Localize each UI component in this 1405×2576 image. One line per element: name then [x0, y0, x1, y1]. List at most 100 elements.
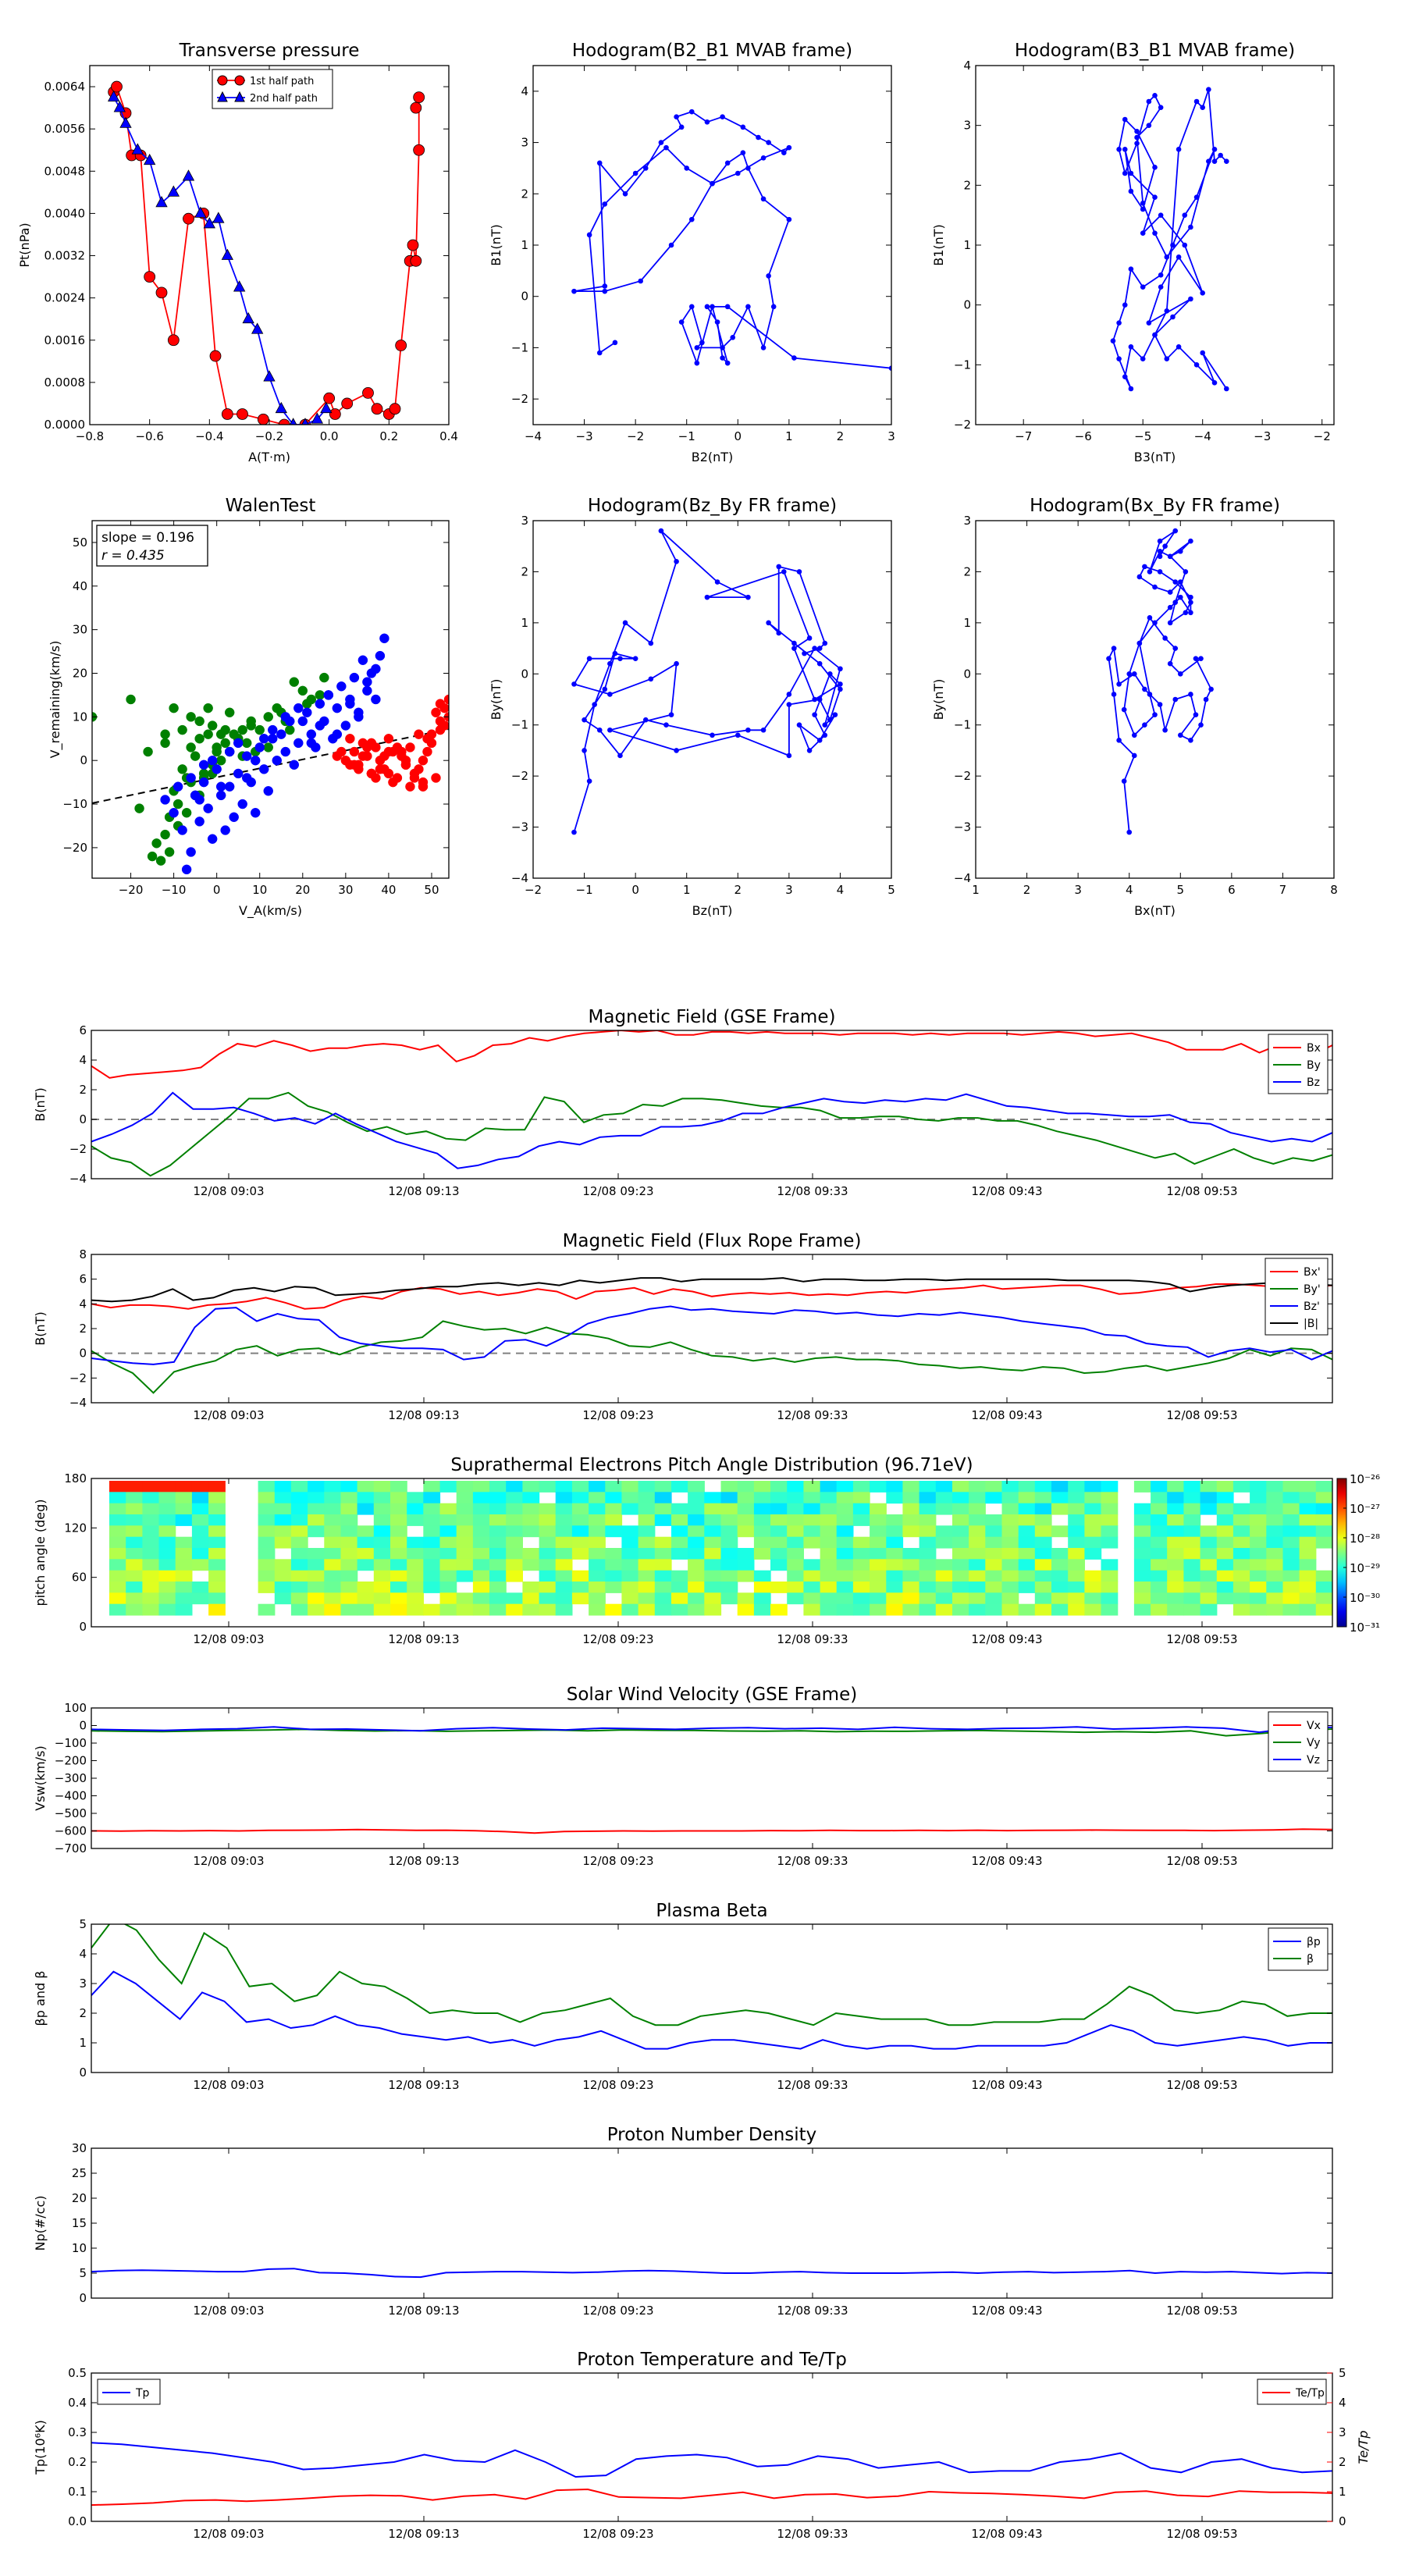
h4-point	[1106, 656, 1112, 661]
pad-cell	[142, 1603, 160, 1616]
h4-point	[1157, 569, 1163, 575]
pad-cell	[605, 1525, 623, 1538]
pad-cell	[1299, 1570, 1317, 1582]
pad-cell	[258, 1582, 276, 1593]
pad-cell	[1282, 1582, 1300, 1593]
pad-cell	[1183, 1592, 1201, 1605]
walen-point	[181, 807, 192, 818]
pad-cell	[605, 1603, 623, 1616]
h3-ytick-label: 3	[521, 514, 528, 528]
walen-point	[177, 764, 187, 774]
h3-point	[781, 569, 787, 575]
pad-cell	[423, 1570, 441, 1582]
walen-point	[203, 703, 213, 713]
pad-colorbar-label: 10⁻²⁹	[1350, 1561, 1380, 1575]
pad-cell	[589, 1570, 606, 1582]
pad-frame	[91, 1478, 1333, 1628]
pad-cell	[109, 1592, 126, 1605]
h3-xtick-label: 5	[887, 883, 895, 897]
pad-cell	[1167, 1492, 1184, 1504]
pad-cell	[852, 1481, 870, 1493]
pad-cell	[373, 1603, 391, 1616]
walen-point	[349, 746, 360, 757]
pad-cell	[456, 1548, 474, 1560]
np-xtick-label: 12/08 09:33	[777, 2304, 848, 2318]
pad-cell	[290, 1582, 308, 1593]
pad-cell	[208, 1592, 226, 1605]
pad-cell	[737, 1514, 755, 1526]
pad-cell	[1001, 1514, 1019, 1526]
pad-cell	[787, 1582, 804, 1593]
pad-cell	[1084, 1503, 1102, 1515]
tp-point	[209, 350, 222, 362]
pad-cell	[688, 1582, 705, 1593]
walen-point	[375, 650, 386, 661]
pad-cell	[886, 1525, 904, 1538]
pad-cell	[109, 1582, 126, 1593]
mag_gse-series-line	[91, 1091, 1332, 1169]
pad-cell	[1232, 1570, 1250, 1582]
pad-cell	[589, 1525, 606, 1538]
pad-cell	[969, 1570, 986, 1582]
pad-cell	[439, 1536, 457, 1549]
pad-cell	[886, 1603, 904, 1616]
pad-cell	[208, 1582, 226, 1593]
np-ylabel: Np(#/cc)	[33, 2196, 48, 2251]
pad-cell	[886, 1536, 904, 1549]
np-ytick-label: 30	[72, 2141, 87, 2155]
mag_gse-ytick-label: 6	[79, 1023, 87, 1037]
tp-legend-marker	[217, 91, 228, 102]
pad-cell	[1101, 1525, 1119, 1538]
h2-point	[1211, 380, 1218, 386]
pad-cell	[770, 1603, 788, 1616]
h4-point	[1177, 732, 1183, 738]
pad-cell	[1133, 1536, 1151, 1549]
pad-cell	[357, 1548, 375, 1560]
pad-cell	[1051, 1525, 1069, 1538]
pad-cell	[1200, 1559, 1218, 1571]
h1-title: Hodogram(B2_B1 MVAB frame)	[572, 41, 852, 61]
pad-cell	[258, 1525, 276, 1538]
pad-cell	[175, 1481, 193, 1493]
tp-point	[167, 334, 180, 347]
pad-cell	[324, 1525, 342, 1538]
tp_temp-xtick-label: 12/08 09:23	[582, 2527, 653, 2541]
pad-cell	[324, 1481, 342, 1493]
walen-point	[306, 738, 317, 749]
walen-point	[147, 851, 158, 862]
h4-point	[1177, 594, 1183, 600]
tp_temp-legend-label: Tp	[135, 2387, 150, 2400]
h4-point	[1157, 553, 1163, 560]
walen-point	[383, 768, 394, 779]
h4-point	[1147, 569, 1153, 575]
mag_fr-xtick-label: 12/08 09:33	[777, 1408, 848, 1422]
walen-point	[258, 734, 269, 744]
pad-cell	[423, 1514, 441, 1526]
pad-cell	[373, 1492, 391, 1504]
walen-point	[194, 795, 205, 805]
mag_fr-series-line	[91, 1283, 1332, 1310]
pad-cell	[1133, 1514, 1151, 1526]
h3-point	[607, 660, 613, 667]
walen-point	[164, 847, 175, 857]
pad-cell	[688, 1592, 705, 1605]
pad-cell	[671, 1514, 688, 1526]
pad-cell	[555, 1514, 573, 1526]
pad-cell	[688, 1503, 705, 1515]
walen-point	[160, 729, 170, 739]
pad-cell	[1299, 1514, 1317, 1526]
pad-cell	[1232, 1536, 1250, 1549]
pad-cell	[1001, 1582, 1019, 1593]
tp-xtick-label: −0.2	[255, 429, 283, 443]
pad-cell	[1315, 1570, 1332, 1582]
walen-point	[366, 738, 377, 749]
pad-cell	[770, 1481, 788, 1493]
pad-cell	[1034, 1559, 1052, 1571]
pad-cell	[952, 1481, 969, 1493]
pad-cell	[308, 1582, 325, 1593]
pad-colorbar-label: 10⁻³⁰	[1350, 1591, 1380, 1605]
pad-cell	[1018, 1582, 1036, 1593]
pad-cell	[935, 1559, 953, 1571]
tp-legend-marker	[234, 91, 245, 102]
h2-point	[1140, 201, 1146, 206]
